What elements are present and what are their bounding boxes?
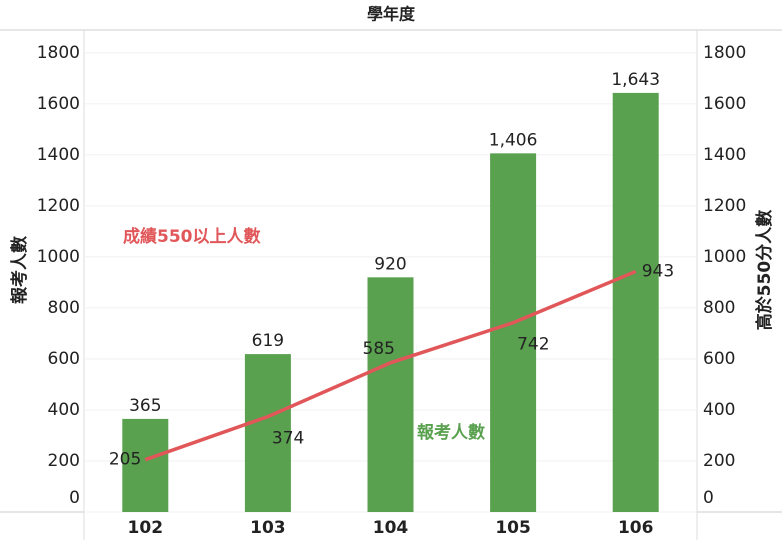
bar-value-label: 619 [252, 331, 284, 351]
y2-tick-label: 800 [703, 298, 735, 318]
line-value-label: 585 [363, 339, 395, 359]
bar-value-label: 1,643 [611, 70, 660, 90]
y-tick-label: 200 [48, 451, 80, 471]
series-annotation: 報考人數 [417, 422, 485, 443]
y-tick-label: 400 [48, 400, 80, 420]
bar-value-label: 365 [129, 396, 161, 416]
x-tick-label: 105 [495, 518, 531, 538]
y-tick-label: 600 [48, 349, 80, 369]
y-tick-label: 1000 [37, 247, 80, 267]
x-tick-label: 104 [373, 518, 409, 538]
y-tick-label: 800 [48, 298, 80, 318]
y2-tick-label: 200 [703, 451, 735, 471]
line [144, 269, 637, 462]
y-tick-label: 1600 [37, 94, 80, 114]
y2-axis-title: 高於550分人數 [754, 210, 775, 331]
x-axis-title: 學年度 [367, 5, 416, 24]
bar [244, 354, 291, 512]
x-tick-label: 103 [250, 518, 286, 538]
y-tick-label: 1200 [37, 196, 80, 216]
x-tick-label: 102 [128, 518, 164, 538]
y-axis-title: 報考人數 [9, 236, 30, 304]
y2-tick-label: 400 [703, 400, 735, 420]
y-tick-label: 1800 [37, 43, 80, 63]
y2-tick-label: 1000 [703, 247, 746, 267]
y-tick-label: 0 [69, 488, 80, 508]
bar-value-label: 920 [374, 254, 406, 274]
line-value-label: 205 [109, 450, 141, 470]
x-tick-label: 106 [618, 518, 654, 538]
line-value-label: 943 [642, 261, 674, 281]
y2-tick-label: 1800 [703, 43, 746, 63]
bar [367, 277, 414, 512]
bar [490, 153, 537, 512]
y2-tick-label: 1600 [703, 94, 746, 114]
y-tick-label: 1400 [37, 145, 80, 165]
bar [122, 418, 169, 512]
line-value-label: 742 [517, 335, 549, 355]
series-annotation: 成績550以上人數 [123, 226, 261, 247]
y2-tick-label: 600 [703, 349, 735, 369]
y2-tick-label: 1400 [703, 145, 746, 165]
y2-tick-label: 0 [703, 488, 714, 508]
line-value-label: 374 [272, 429, 304, 449]
bar [612, 92, 659, 513]
bar-value-label: 1,406 [489, 130, 538, 150]
y2-tick-label: 1200 [703, 196, 746, 216]
